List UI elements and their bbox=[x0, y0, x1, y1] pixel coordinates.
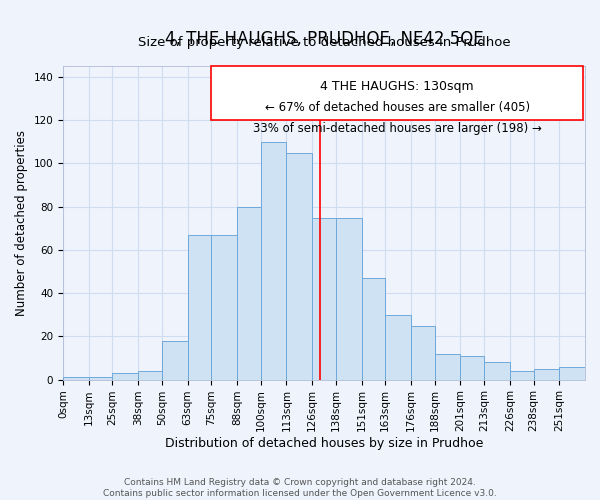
Bar bbox=[211, 235, 237, 380]
Bar bbox=[162, 340, 188, 380]
Y-axis label: Number of detached properties: Number of detached properties bbox=[15, 130, 28, 316]
Bar bbox=[237, 206, 261, 380]
Bar bbox=[188, 235, 211, 380]
Text: Contains HM Land Registry data © Crown copyright and database right 2024.
Contai: Contains HM Land Registry data © Crown c… bbox=[103, 478, 497, 498]
Bar bbox=[435, 354, 460, 380]
Text: Size of property relative to detached houses in Prudhoe: Size of property relative to detached ho… bbox=[138, 36, 511, 49]
Bar bbox=[89, 378, 112, 380]
Title: 4, THE HAUGHS, PRUDHOE, NE42 5QE: 4, THE HAUGHS, PRUDHOE, NE42 5QE bbox=[165, 30, 484, 48]
Bar bbox=[112, 373, 138, 380]
Bar bbox=[336, 218, 362, 380]
Bar bbox=[261, 142, 286, 380]
Bar bbox=[411, 326, 435, 380]
Text: 4 THE HAUGHS: 130sqm: 4 THE HAUGHS: 130sqm bbox=[320, 80, 474, 94]
X-axis label: Distribution of detached houses by size in Prudhoe: Distribution of detached houses by size … bbox=[165, 437, 483, 450]
Text: 33% of semi-detached houses are larger (198) →: 33% of semi-detached houses are larger (… bbox=[253, 122, 542, 136]
Bar bbox=[312, 218, 336, 380]
Bar bbox=[385, 315, 411, 380]
Text: ← 67% of detached houses are smaller (405): ← 67% of detached houses are smaller (40… bbox=[265, 101, 530, 114]
Bar bbox=[63, 378, 89, 380]
Bar bbox=[484, 362, 510, 380]
Bar bbox=[533, 369, 559, 380]
Bar bbox=[559, 366, 585, 380]
Bar bbox=[211, 66, 583, 120]
Bar bbox=[460, 356, 484, 380]
Bar bbox=[510, 371, 533, 380]
Bar bbox=[286, 152, 312, 380]
Bar bbox=[362, 278, 385, 380]
Bar bbox=[138, 371, 162, 380]
